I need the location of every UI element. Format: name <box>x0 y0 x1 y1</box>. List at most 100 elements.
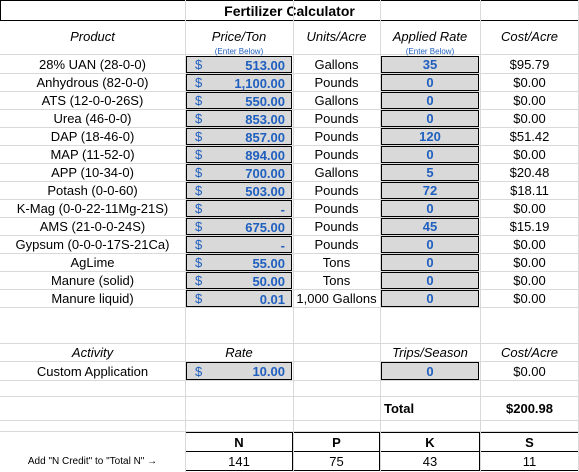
total-label: Total <box>384 401 415 416</box>
units: Pounds <box>314 75 359 90</box>
applied-rate-input[interactable] <box>381 290 479 307</box>
price-input[interactable] <box>186 74 292 91</box>
total-row: Total $200.98 <box>0 397 579 421</box>
applied-rate-value: 5 <box>426 165 434 180</box>
price-value: 550.00 <box>245 93 285 109</box>
trips-value: 0 <box>426 363 434 379</box>
cost-per-acre: $0.00 <box>513 147 546 162</box>
price-input[interactable] <box>186 290 292 307</box>
price-input[interactable] <box>186 110 292 127</box>
applied-rate-input[interactable] <box>381 92 479 109</box>
price-value: 0.01 <box>259 291 285 307</box>
price-dollar-sign: $ <box>195 219 203 234</box>
trips-input[interactable] <box>381 362 479 380</box>
price-input[interactable] <box>186 182 292 199</box>
applied-rate-value: 35 <box>422 57 438 72</box>
nutrient-header: K <box>380 432 480 452</box>
applied-rate-input[interactable] <box>381 146 479 163</box>
applied-rate-input[interactable] <box>381 74 479 91</box>
applied-rate-value: 45 <box>422 219 438 234</box>
product-name: Potash (0-0-60) <box>47 183 138 198</box>
product-name: AgLime <box>70 255 115 270</box>
product-name: Manure (solid) <box>50 273 135 288</box>
price-dollar-sign: $ <box>195 129 203 144</box>
applied-rate-value: 72 <box>422 183 438 198</box>
price-value: 894.00 <box>245 147 285 163</box>
price-value: 700.00 <box>245 165 285 181</box>
price-value: 675.00 <box>245 219 285 235</box>
product-row: MAP (11-52-0) $894.00 Pounds 0 $0.00 <box>0 146 579 164</box>
header-activity-cost: Cost/Acre <box>500 345 559 360</box>
price-hint: (Enter Below) <box>214 46 264 56</box>
price-input[interactable] <box>186 128 292 145</box>
product-name: MAP (11-52-0) <box>50 147 135 162</box>
applied-rate-input[interactable] <box>381 164 479 181</box>
price-input[interactable] <box>186 146 292 163</box>
product-name: ATS (12-0-0-26S) <box>41 93 144 108</box>
header-applied-rate: Applied Rate <box>392 28 468 44</box>
header-trips: Trips/Season <box>392 345 468 360</box>
price-input[interactable] <box>186 254 292 271</box>
applied-rate-input[interactable] <box>381 272 479 289</box>
cost-per-acre: $0.00 <box>513 291 546 306</box>
units: Pounds <box>314 111 359 126</box>
nutrient-header: N <box>185 432 293 452</box>
applied-rate-value: 0 <box>426 93 434 108</box>
price-input[interactable] <box>186 92 292 109</box>
product-row: K-Mag (0-0-22-11Mg-21S) $ - Pounds 0 $0.00 <box>0 200 579 218</box>
applied-rate-input[interactable] <box>381 110 479 127</box>
price-dollar-sign: $ <box>195 201 203 216</box>
cost-per-acre: $0.00 <box>513 237 546 252</box>
cost-per-acre: $0.00 <box>513 201 546 216</box>
column-header-row: Product Price/Ton Units/Acre Applied Rat… <box>0 21 579 56</box>
cost-per-acre: $15.19 <box>509 219 550 234</box>
activity-rate-value: 10.00 <box>252 363 285 379</box>
applied-rate-input[interactable] <box>381 254 479 271</box>
price-dollar-sign: $ <box>195 165 203 180</box>
price-dollar-sign: $ <box>195 75 203 90</box>
price-input[interactable] <box>186 218 292 235</box>
price-input[interactable] <box>186 272 292 289</box>
product-row: AgLime $55.00 Tons 0 $0.00 <box>0 254 579 272</box>
spacer-row <box>0 326 579 344</box>
header-cost: Cost/Acre <box>500 28 559 44</box>
price-dollar-sign: $ <box>195 147 203 162</box>
units: 1,000 Gallons <box>296 291 377 306</box>
price-value: - <box>280 237 285 253</box>
applied-rate-input[interactable] <box>381 56 479 73</box>
product-name: Manure liquid) <box>51 291 134 306</box>
price-input[interactable] <box>186 200 292 217</box>
units: Gallons <box>314 165 359 180</box>
price-input[interactable] <box>186 56 292 73</box>
nutrient-header: S <box>480 432 579 452</box>
header-product: Product <box>70 28 115 44</box>
units: Pounds <box>314 129 359 144</box>
applied-rate-input[interactable] <box>381 182 479 199</box>
product-name: K-Mag (0-0-22-11Mg-21S) <box>16 201 169 216</box>
applied-rate-value: 0 <box>426 237 434 252</box>
activity-name: Custom Application <box>36 363 149 379</box>
price-input[interactable] <box>186 236 292 253</box>
applied-rate-input[interactable] <box>381 200 479 217</box>
applied-rate-input[interactable] <box>381 236 479 253</box>
price-dollar-sign: $ <box>195 93 203 108</box>
price-dollar-sign: $ <box>195 237 203 252</box>
product-name: DAP (18-46-0) <box>50 129 135 144</box>
applied-rate-value: 0 <box>426 201 434 216</box>
activity-rate-input[interactable] <box>186 362 292 380</box>
applied-rate-input[interactable] <box>381 218 479 235</box>
cost-per-acre: $0.00 <box>513 111 546 126</box>
price-value: 1,100.00 <box>234 75 285 91</box>
product-row: AMS (21-0-0-24S) $675.00 Pounds 45 $15.19 <box>0 218 579 236</box>
units: Gallons <box>314 57 359 72</box>
units: Gallons <box>314 93 359 108</box>
sheet-title: Fertilizer Calculator <box>0 0 579 21</box>
price-value: 857.00 <box>245 129 285 145</box>
applied-rate-input[interactable] <box>381 128 479 145</box>
cost-per-acre: $18.11 <box>510 183 549 198</box>
price-input[interactable] <box>186 164 292 181</box>
activity-cost: $0.00 <box>513 363 546 379</box>
product-name: 28% UAN (28-0-0) <box>39 57 146 72</box>
grid-line <box>293 0 294 472</box>
product-row: Urea (46-0-0) $853.00 Pounds 0 $0.00 <box>0 110 579 128</box>
